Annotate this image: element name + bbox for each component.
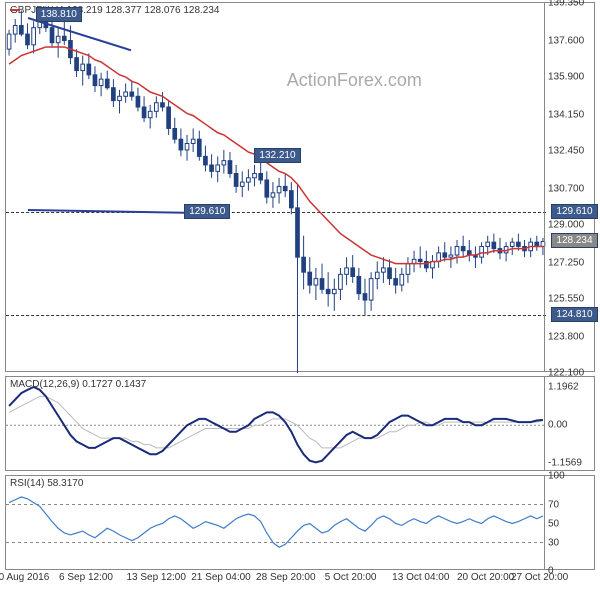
price-annotation: 132.210 [254, 148, 300, 163]
x-tick: 5 Oct 20:00 [325, 572, 377, 583]
x-tick: 6 Sep 12:00 [59, 572, 113, 583]
x-tick: 21 Sep 04:00 [191, 572, 251, 583]
main-y-axis: 139.350137.600135.900134.150132.450130.7… [544, 3, 594, 371]
macd-chart: MACD(12,26,9) 0.1727 0.1437 1.19620.00-1… [5, 376, 595, 471]
price-chart: GBPJPY,H4 128.219 128.377 128.076 128.23… [5, 2, 595, 372]
x-tick: 13 Oct 04:00 [392, 572, 449, 583]
main-plot: 138.810132.210129.610129.610128.234124.8… [6, 3, 546, 373]
x-tick: 27 Oct 20:00 [511, 572, 568, 583]
x-tick: 30 Aug 2016 [0, 572, 49, 583]
x-axis: 30 Aug 20166 Sep 12:0013 Sep 12:0021 Sep… [5, 572, 545, 592]
rsi-plot [6, 476, 546, 571]
x-tick: 13 Sep 12:00 [126, 572, 186, 583]
rsi-y-axis: 1007050300 [544, 476, 594, 569]
rsi-chart: RSI(14) 58.3170 1007050300 [5, 475, 595, 570]
x-tick: 20 Oct 20:00 [457, 572, 514, 583]
macd-plot [6, 377, 546, 472]
x-tick: 28 Sep 20:00 [256, 572, 316, 583]
price-annotation: 129.610 [184, 204, 230, 219]
price-annotation: 138.810 [36, 7, 82, 22]
macd-y-axis: 1.19620.00-1.1569 [544, 377, 594, 470]
